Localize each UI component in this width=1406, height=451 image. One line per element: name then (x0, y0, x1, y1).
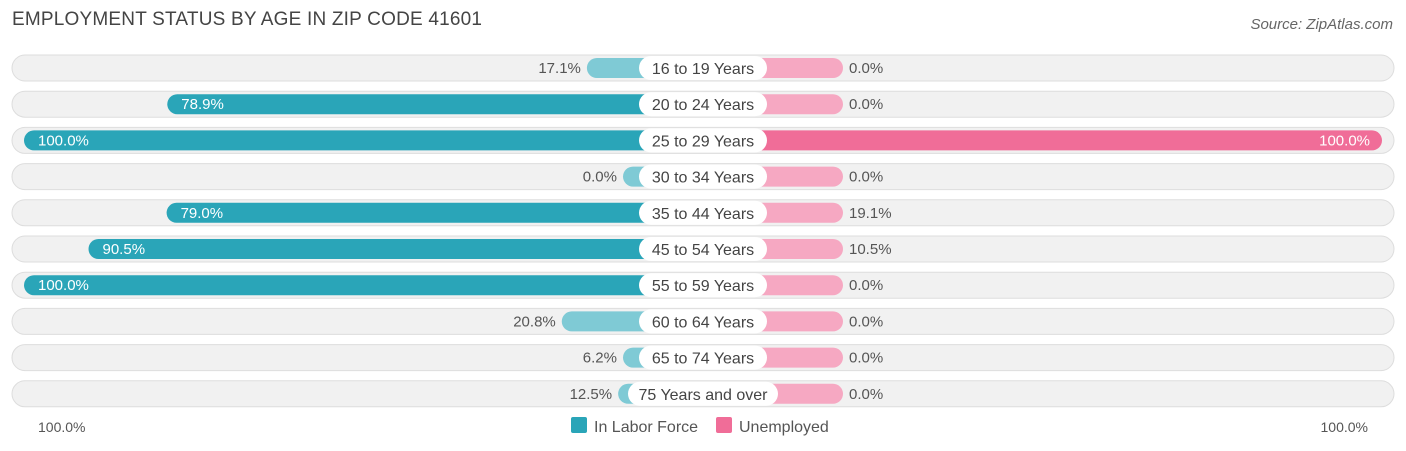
category-pill (628, 381, 778, 406)
legend-label-labor-force: In Labor Force (594, 419, 698, 436)
category-pill (639, 309, 767, 334)
unemployed-value-label: 100.0% (1319, 132, 1370, 149)
unemployed-value-label: 0.0% (849, 313, 883, 330)
unemployed-value-label: 19.1% (849, 205, 892, 222)
labor-force-value-label: 20.8% (513, 313, 556, 330)
axis-left-label: 100.0% (38, 419, 85, 435)
unemployed-value-label: 0.0% (849, 96, 883, 113)
unemployed-value-label: 0.0% (849, 169, 883, 186)
labor-force-bar[interactable] (167, 94, 704, 115)
category-pill (639, 237, 767, 261)
category-label: 65 to 74 Years (652, 351, 754, 368)
labor-force-value-label: 90.5% (103, 241, 146, 258)
labor-force-value-label: 79.0% (181, 205, 224, 222)
unemployed-value-label: 0.0% (849, 350, 883, 367)
category-label: 20 to 24 Years (652, 97, 754, 114)
category-label: 45 to 54 Years (652, 242, 754, 259)
category-pill (639, 345, 767, 370)
labor-force-value-label: 100.0% (38, 132, 89, 149)
unemployed-value-label: 10.5% (849, 241, 892, 258)
category-label: 75 Years and over (639, 387, 769, 404)
unemployed-bar[interactable] (703, 130, 1382, 151)
category-pill (639, 128, 767, 153)
category-pill (639, 92, 767, 117)
labor-force-value-label: 6.2% (583, 350, 617, 367)
labor-force-value-label: 78.9% (181, 96, 224, 113)
unemployed-value-label: 0.0% (849, 277, 883, 294)
category-label: 25 to 29 Years (652, 133, 754, 150)
labor-force-value-label: 100.0% (38, 277, 89, 294)
labor-force-value-label: 0.0% (583, 169, 617, 186)
labor-force-value-label: 17.1% (538, 60, 581, 77)
category-label: 16 to 19 Years (652, 61, 754, 78)
unemployed-value-label: 0.0% (849, 386, 883, 403)
labor-force-bar[interactable] (88, 239, 703, 259)
chart-source: Source: ZipAtlas.com (1250, 16, 1393, 33)
chart-title: EMPLOYMENT STATUS BY AGE IN ZIP CODE 416… (12, 9, 483, 30)
legend-swatch-unemployed (716, 417, 732, 433)
labor-force-bar[interactable] (24, 130, 703, 151)
category-pill (639, 56, 767, 80)
category-label: 60 to 64 Years (652, 314, 754, 331)
legend-label-unemployed: Unemployed (739, 419, 829, 436)
category-pill (639, 164, 767, 189)
labor-force-bar[interactable] (166, 202, 704, 223)
category-label: 55 to 59 Years (652, 278, 754, 295)
legend-swatch-labor-force (571, 417, 587, 433)
labor-force-value-label: 12.5% (570, 386, 613, 403)
category-pill (639, 200, 767, 225)
category-label: 30 to 34 Years (652, 170, 754, 187)
category-pill (639, 273, 767, 298)
category-label: 35 to 44 Years (652, 206, 754, 223)
axis-right-label: 100.0% (1321, 419, 1368, 435)
labor-force-bar[interactable] (24, 275, 703, 296)
unemployed-value-label: 0.0% (849, 60, 883, 77)
